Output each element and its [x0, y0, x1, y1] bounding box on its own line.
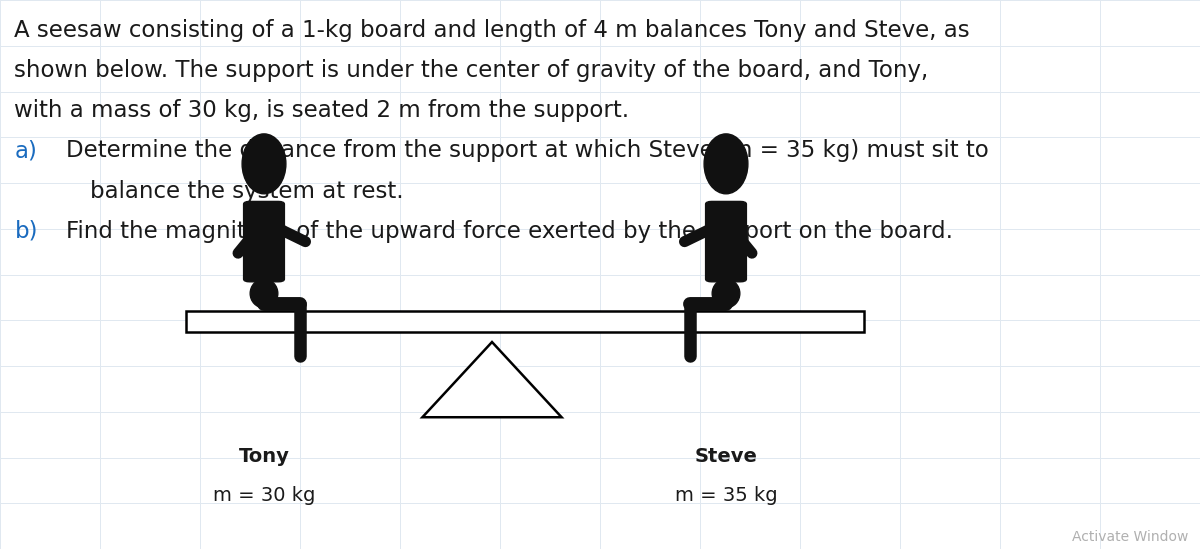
Text: balance the system at rest.: balance the system at rest.: [90, 180, 403, 203]
Text: m = 35 kg: m = 35 kg: [674, 486, 778, 505]
Text: Activate Window: Activate Window: [1072, 529, 1188, 544]
Ellipse shape: [704, 134, 748, 194]
FancyBboxPatch shape: [186, 311, 864, 332]
Ellipse shape: [250, 279, 278, 308]
Text: a): a): [14, 139, 37, 163]
Text: Tony: Tony: [239, 447, 289, 467]
FancyBboxPatch shape: [244, 201, 284, 282]
Text: m = 30 kg: m = 30 kg: [212, 486, 316, 505]
Text: with a mass of 30 kg, is seated 2 m from the support.: with a mass of 30 kg, is seated 2 m from…: [14, 99, 630, 122]
Text: A seesaw consisting of a 1-kg board and length of 4 m balances Tony and Steve, a: A seesaw consisting of a 1-kg board and …: [14, 19, 970, 42]
FancyBboxPatch shape: [706, 201, 746, 282]
Polygon shape: [422, 342, 562, 417]
Text: Find the magnitude of the upward force exerted by the support on the board.: Find the magnitude of the upward force e…: [66, 220, 953, 243]
Text: shown below. The support is under the center of gravity of the board, and Tony,: shown below. The support is under the ce…: [14, 59, 929, 82]
Text: b): b): [14, 220, 38, 243]
Text: Steve: Steve: [695, 447, 757, 467]
Ellipse shape: [242, 134, 286, 194]
Ellipse shape: [712, 279, 740, 308]
Text: Determine the distance from the support at which Steve (m = 35 kg) must sit to: Determine the distance from the support …: [66, 139, 989, 163]
